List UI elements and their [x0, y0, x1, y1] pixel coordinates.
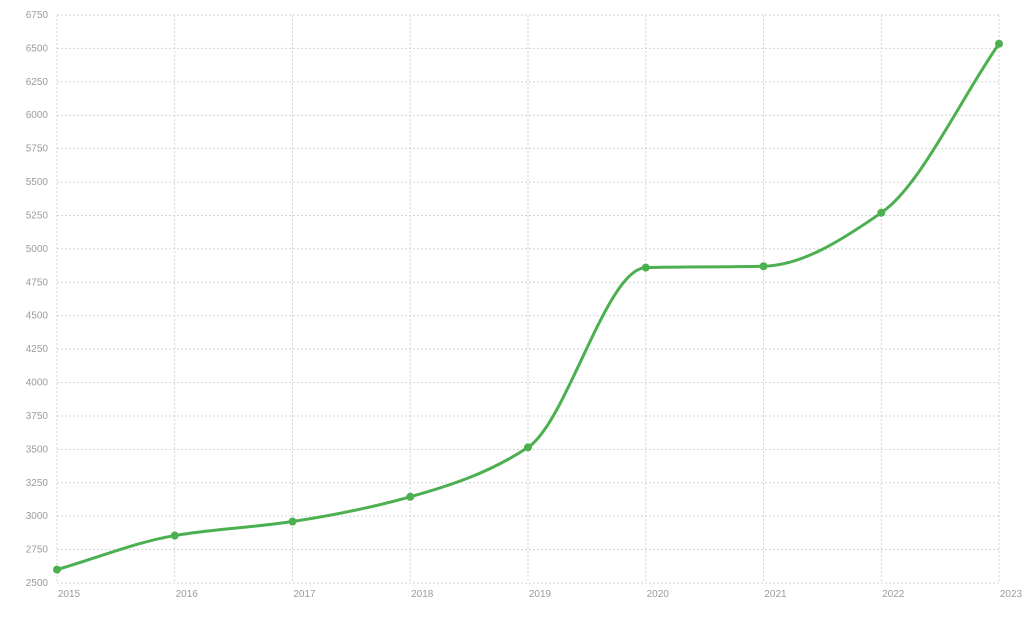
y-tick-label: 3000	[26, 511, 49, 522]
y-tick-label: 4000	[26, 378, 49, 389]
y-tick-label: 4750	[26, 277, 49, 288]
data-point	[641, 263, 650, 272]
data-point	[759, 262, 768, 271]
y-tick-label: 3750	[26, 411, 49, 422]
data-point	[877, 208, 886, 217]
x-tick-label: 2016	[176, 589, 199, 600]
y-tick-label: 4250	[26, 344, 49, 355]
horizontal-grid-lines	[57, 14, 999, 584]
series-line	[55, 42, 1001, 572]
vertical-grid-lines	[56, 15, 1000, 583]
y-tick-label: 5250	[26, 210, 49, 221]
y-tick-label: 4500	[26, 311, 49, 322]
y-tick-label: 6000	[26, 110, 49, 121]
y-tick-label: 5750	[26, 144, 49, 155]
x-tick-label: 2019	[529, 589, 552, 600]
data-point	[288, 517, 297, 526]
data-point	[995, 39, 1003, 48]
y-tick-label: 3500	[26, 444, 49, 455]
y-tick-label: 2750	[26, 545, 49, 556]
y-tick-label: 5000	[26, 244, 49, 255]
x-tick-label: 2018	[411, 589, 434, 600]
x-axis-tick-labels: 2015 2016 2017 2018 2019 2020 2021 2022 2023	[58, 589, 1023, 600]
y-tick-label: 2500	[26, 578, 49, 589]
data-point	[524, 443, 532, 452]
data-points	[53, 39, 1003, 574]
y-tick-label: 3250	[26, 478, 49, 489]
x-tick-label: 2020	[647, 589, 670, 600]
data-point	[406, 492, 415, 501]
y-tick-label: 6500	[26, 43, 49, 54]
data-point	[53, 565, 61, 574]
y-tick-label: 5500	[26, 177, 49, 188]
x-tick-label: 2021	[764, 589, 787, 600]
x-tick-label: 2022	[882, 589, 905, 600]
y-axis-tick-labels: 2500 2750 3000 3250 3500 3750 4000 4250 4500 4750…	[26, 10, 49, 589]
x-tick-label: 2023	[1000, 589, 1023, 600]
y-tick-label: 6750	[26, 10, 49, 21]
data-point	[170, 531, 179, 540]
x-tick-label: 2017	[293, 589, 316, 600]
x-tick-label: 2015	[58, 589, 81, 600]
y-tick-label: 6250	[26, 77, 49, 88]
